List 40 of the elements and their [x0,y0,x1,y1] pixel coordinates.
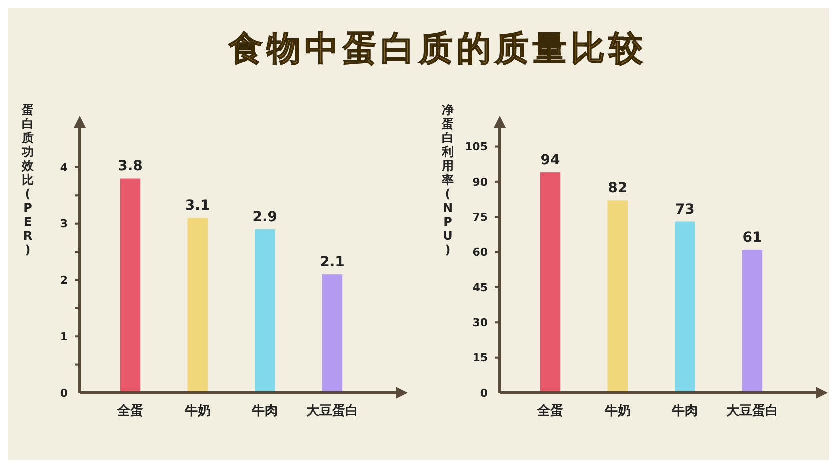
data-label: 61 [742,230,762,246]
bar [540,172,561,393]
x-tick-label: 牛肉 [671,404,698,419]
x-tick-label: 牛奶 [604,404,631,419]
bar [120,178,141,393]
data-label: 73 [675,202,695,218]
data-label: 94 [540,152,560,169]
y-tick-label: 4 [60,161,68,174]
text: 净蛋白利用率(NPU) [442,103,454,257]
x-tick-label: 牛奶 [184,404,211,419]
data-label: 82 [608,180,628,197]
bar [255,229,276,393]
y-tick-label: 0 [60,386,68,400]
bar [188,218,208,393]
y-tick-label: 45 [472,281,488,294]
y-tick-label: 2 [60,274,68,288]
x-tick-label: 全蛋 [116,404,144,419]
x-tick-label: 大豆蛋白 [306,404,358,419]
bar [675,222,696,393]
y-tick-label: 15 [472,352,488,365]
bar [608,200,628,393]
y-tick-label: 60 [472,246,488,260]
bar [322,274,343,393]
y-tick-label: 105 [465,140,488,154]
y-tick-label: 90 [472,176,488,189]
data-label: 2.9 [252,209,278,226]
y-tick-label: 1 [60,330,68,344]
x-tick-label: 全蛋 [536,404,564,419]
bar [742,250,763,393]
x-tick-label: 大豆蛋白 [726,404,778,419]
data-label: 2.1 [320,254,345,271]
y-tick-label: 75 [472,210,488,224]
y-tick-label: 30 [472,316,488,330]
x-tick-label: 牛肉 [251,404,278,419]
y-tick-label: 0 [480,386,488,400]
y-tick-label: 3 [60,218,68,231]
chart-title: 食物中蛋白质的质量比较 [228,29,647,69]
text: 蛋白质功效比(PER) [22,103,34,257]
data-label: 3.8 [118,158,143,175]
data-label: 3.1 [185,198,210,214]
